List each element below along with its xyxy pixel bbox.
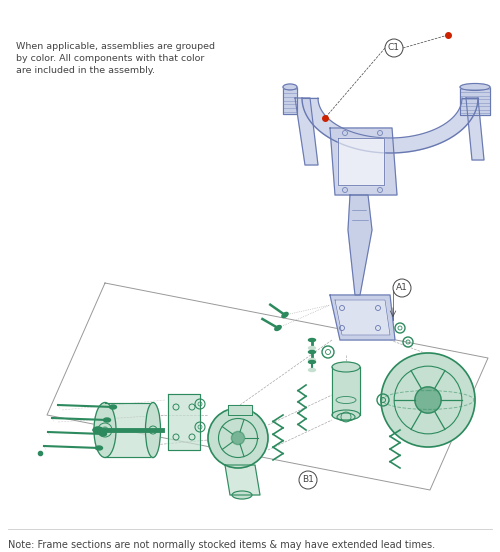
Ellipse shape [100, 432, 106, 436]
Ellipse shape [283, 84, 297, 90]
Polygon shape [460, 87, 490, 115]
Polygon shape [466, 98, 484, 160]
Ellipse shape [232, 491, 252, 499]
Ellipse shape [96, 446, 102, 450]
Ellipse shape [104, 418, 110, 422]
Polygon shape [225, 465, 260, 495]
Circle shape [342, 188, 347, 193]
Ellipse shape [332, 362, 360, 372]
Polygon shape [228, 405, 252, 415]
Polygon shape [338, 138, 384, 185]
Ellipse shape [308, 369, 316, 371]
Text: Note: Frame sections are not normally stocked items & may have extended lead tim: Note: Frame sections are not normally st… [8, 540, 435, 550]
Polygon shape [105, 403, 153, 457]
Circle shape [232, 432, 244, 444]
Circle shape [208, 408, 268, 468]
Polygon shape [168, 394, 200, 450]
Ellipse shape [308, 360, 316, 364]
Polygon shape [295, 98, 318, 165]
Circle shape [385, 39, 403, 57]
Polygon shape [348, 195, 372, 295]
Ellipse shape [332, 410, 360, 420]
Polygon shape [283, 87, 297, 114]
Text: B1: B1 [302, 475, 314, 485]
Ellipse shape [282, 312, 288, 317]
Polygon shape [330, 128, 397, 195]
Text: C1: C1 [388, 44, 400, 52]
Ellipse shape [110, 405, 116, 409]
Ellipse shape [146, 402, 160, 458]
Ellipse shape [308, 351, 316, 353]
Text: When applicable, assemblies are grouped: When applicable, assemblies are grouped [16, 42, 215, 51]
Ellipse shape [308, 358, 316, 362]
Polygon shape [335, 300, 390, 335]
Circle shape [393, 279, 411, 297]
Circle shape [378, 130, 382, 135]
Ellipse shape [275, 326, 281, 331]
Circle shape [299, 471, 317, 489]
Ellipse shape [94, 402, 116, 458]
Circle shape [415, 387, 441, 413]
Ellipse shape [93, 427, 103, 433]
Ellipse shape [308, 347, 316, 349]
Polygon shape [332, 367, 360, 415]
Circle shape [378, 188, 382, 193]
Circle shape [342, 130, 347, 135]
Circle shape [381, 353, 475, 447]
Ellipse shape [337, 413, 355, 421]
Text: by color. All components with that color: by color. All components with that color [16, 54, 204, 63]
Ellipse shape [308, 338, 316, 342]
Ellipse shape [460, 83, 490, 91]
Text: A1: A1 [396, 284, 408, 293]
Polygon shape [330, 295, 395, 340]
Circle shape [102, 427, 108, 433]
Polygon shape [302, 98, 478, 153]
Text: are included in the assembly.: are included in the assembly. [16, 66, 155, 75]
